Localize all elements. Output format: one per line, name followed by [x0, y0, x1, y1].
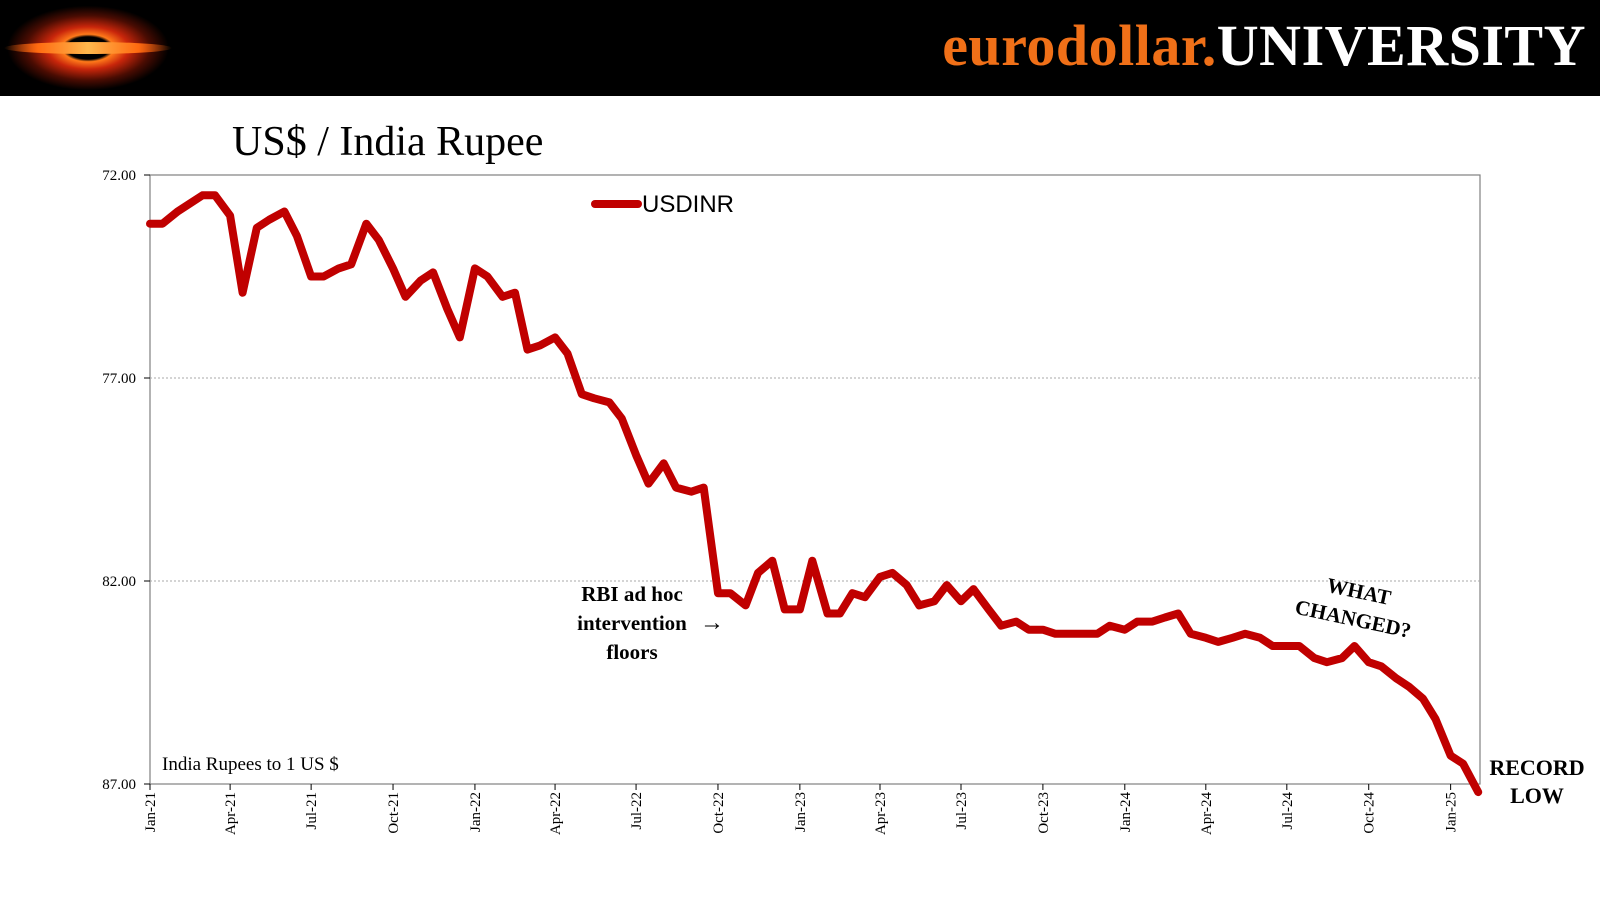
x-tick-label: Jul-23 [954, 792, 970, 830]
x-tick-label: Oct-21 [386, 792, 402, 834]
x-tick-label: Jan-21 [143, 792, 159, 832]
x-tick-label: Jan-24 [1118, 792, 1134, 832]
legend-label-usdinr: USDINR [642, 191, 734, 218]
x-tick-label: Apr-24 [1199, 792, 1215, 836]
y-tick-label: 87.00 [102, 777, 136, 793]
plot-frame [149, 174, 1481, 785]
annotation-rbi: RBI ad hoc intervention floors [577, 582, 687, 664]
x-tick-label: Jan-23 [793, 792, 809, 832]
y-tick-label: 77.00 [102, 371, 136, 387]
brand-wordmark: eurodollar.UNIVERSITY [942, 12, 1586, 79]
header-bar: eurodollar.UNIVERSITY [0, 0, 1600, 96]
x-tick-label: Jan-22 [468, 792, 484, 832]
x-tick-label: Apr-23 [873, 792, 889, 835]
y-axis-note: India Rupees to 1 US $ [162, 754, 339, 775]
x-tick-label: Jul-24 [1280, 792, 1296, 830]
y-tick-label: 82.00 [102, 574, 136, 590]
x-tick-label: Jul-21 [304, 792, 320, 830]
x-tick-label: Jan-25 [1444, 792, 1460, 832]
y-tick-label: 72.00 [102, 168, 136, 184]
chart-title: US$ / India Rupee [232, 119, 544, 165]
x-tick-label: Oct-23 [1036, 792, 1052, 834]
x-tick-label: Jul-22 [629, 792, 645, 830]
x-tick-label: Apr-21 [223, 792, 239, 835]
x-tick-label: Apr-22 [548, 792, 564, 835]
annotation-record-low: RECORD LOW [1489, 755, 1584, 808]
x-tick-label: Oct-22 [711, 792, 727, 834]
brand-part-eurodollar: eurodollar. [942, 13, 1217, 78]
series-line-usdinr [146, 191, 1483, 797]
brand-part-university: UNIVERSITY [1216, 13, 1586, 78]
annotation-rbi-arrow-icon: → [700, 610, 724, 636]
brand-logo [4, 4, 172, 92]
x-tick-label: Oct-24 [1362, 792, 1378, 834]
